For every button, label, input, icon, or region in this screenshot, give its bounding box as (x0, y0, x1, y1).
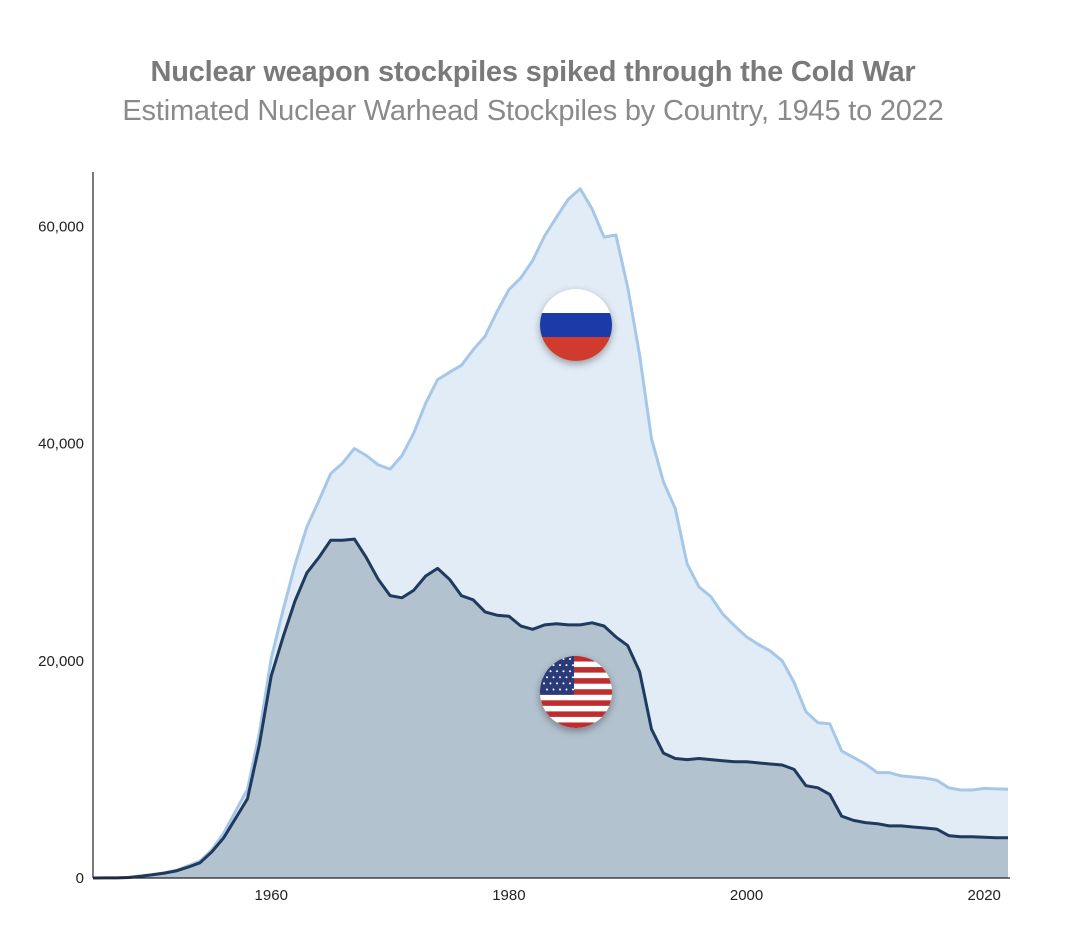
usa-flag-icon (540, 656, 612, 728)
y-tick-label: 40,000 (38, 436, 84, 453)
plot-area (92, 187, 1009, 880)
chart-subtitle: Estimated Nuclear Warhead Stockpiles by … (122, 95, 944, 127)
y-tick-label: 60,000 (38, 218, 84, 235)
x-tick-label: 2000 (730, 887, 763, 904)
chart-title: Nuclear weapon stockpiles spiked through… (150, 56, 916, 88)
usa-line (92, 537, 1008, 880)
x-axis-ticks: 1960 1980 2000 2020 (255, 887, 1001, 904)
y-tick-label: 20,000 (38, 653, 84, 670)
y-axis-ticks: 0 20,000 40,000 60,000 (38, 218, 84, 887)
russia-area (93, 188, 1008, 878)
x-tick-label: 1980 (492, 887, 525, 904)
y-tick-label: 0 (76, 870, 84, 887)
x-tick-label: 2020 (968, 887, 1001, 904)
russia-flag-icon (540, 289, 612, 361)
x-tick-label: 1960 (255, 887, 288, 904)
russia-line (92, 187, 1009, 880)
